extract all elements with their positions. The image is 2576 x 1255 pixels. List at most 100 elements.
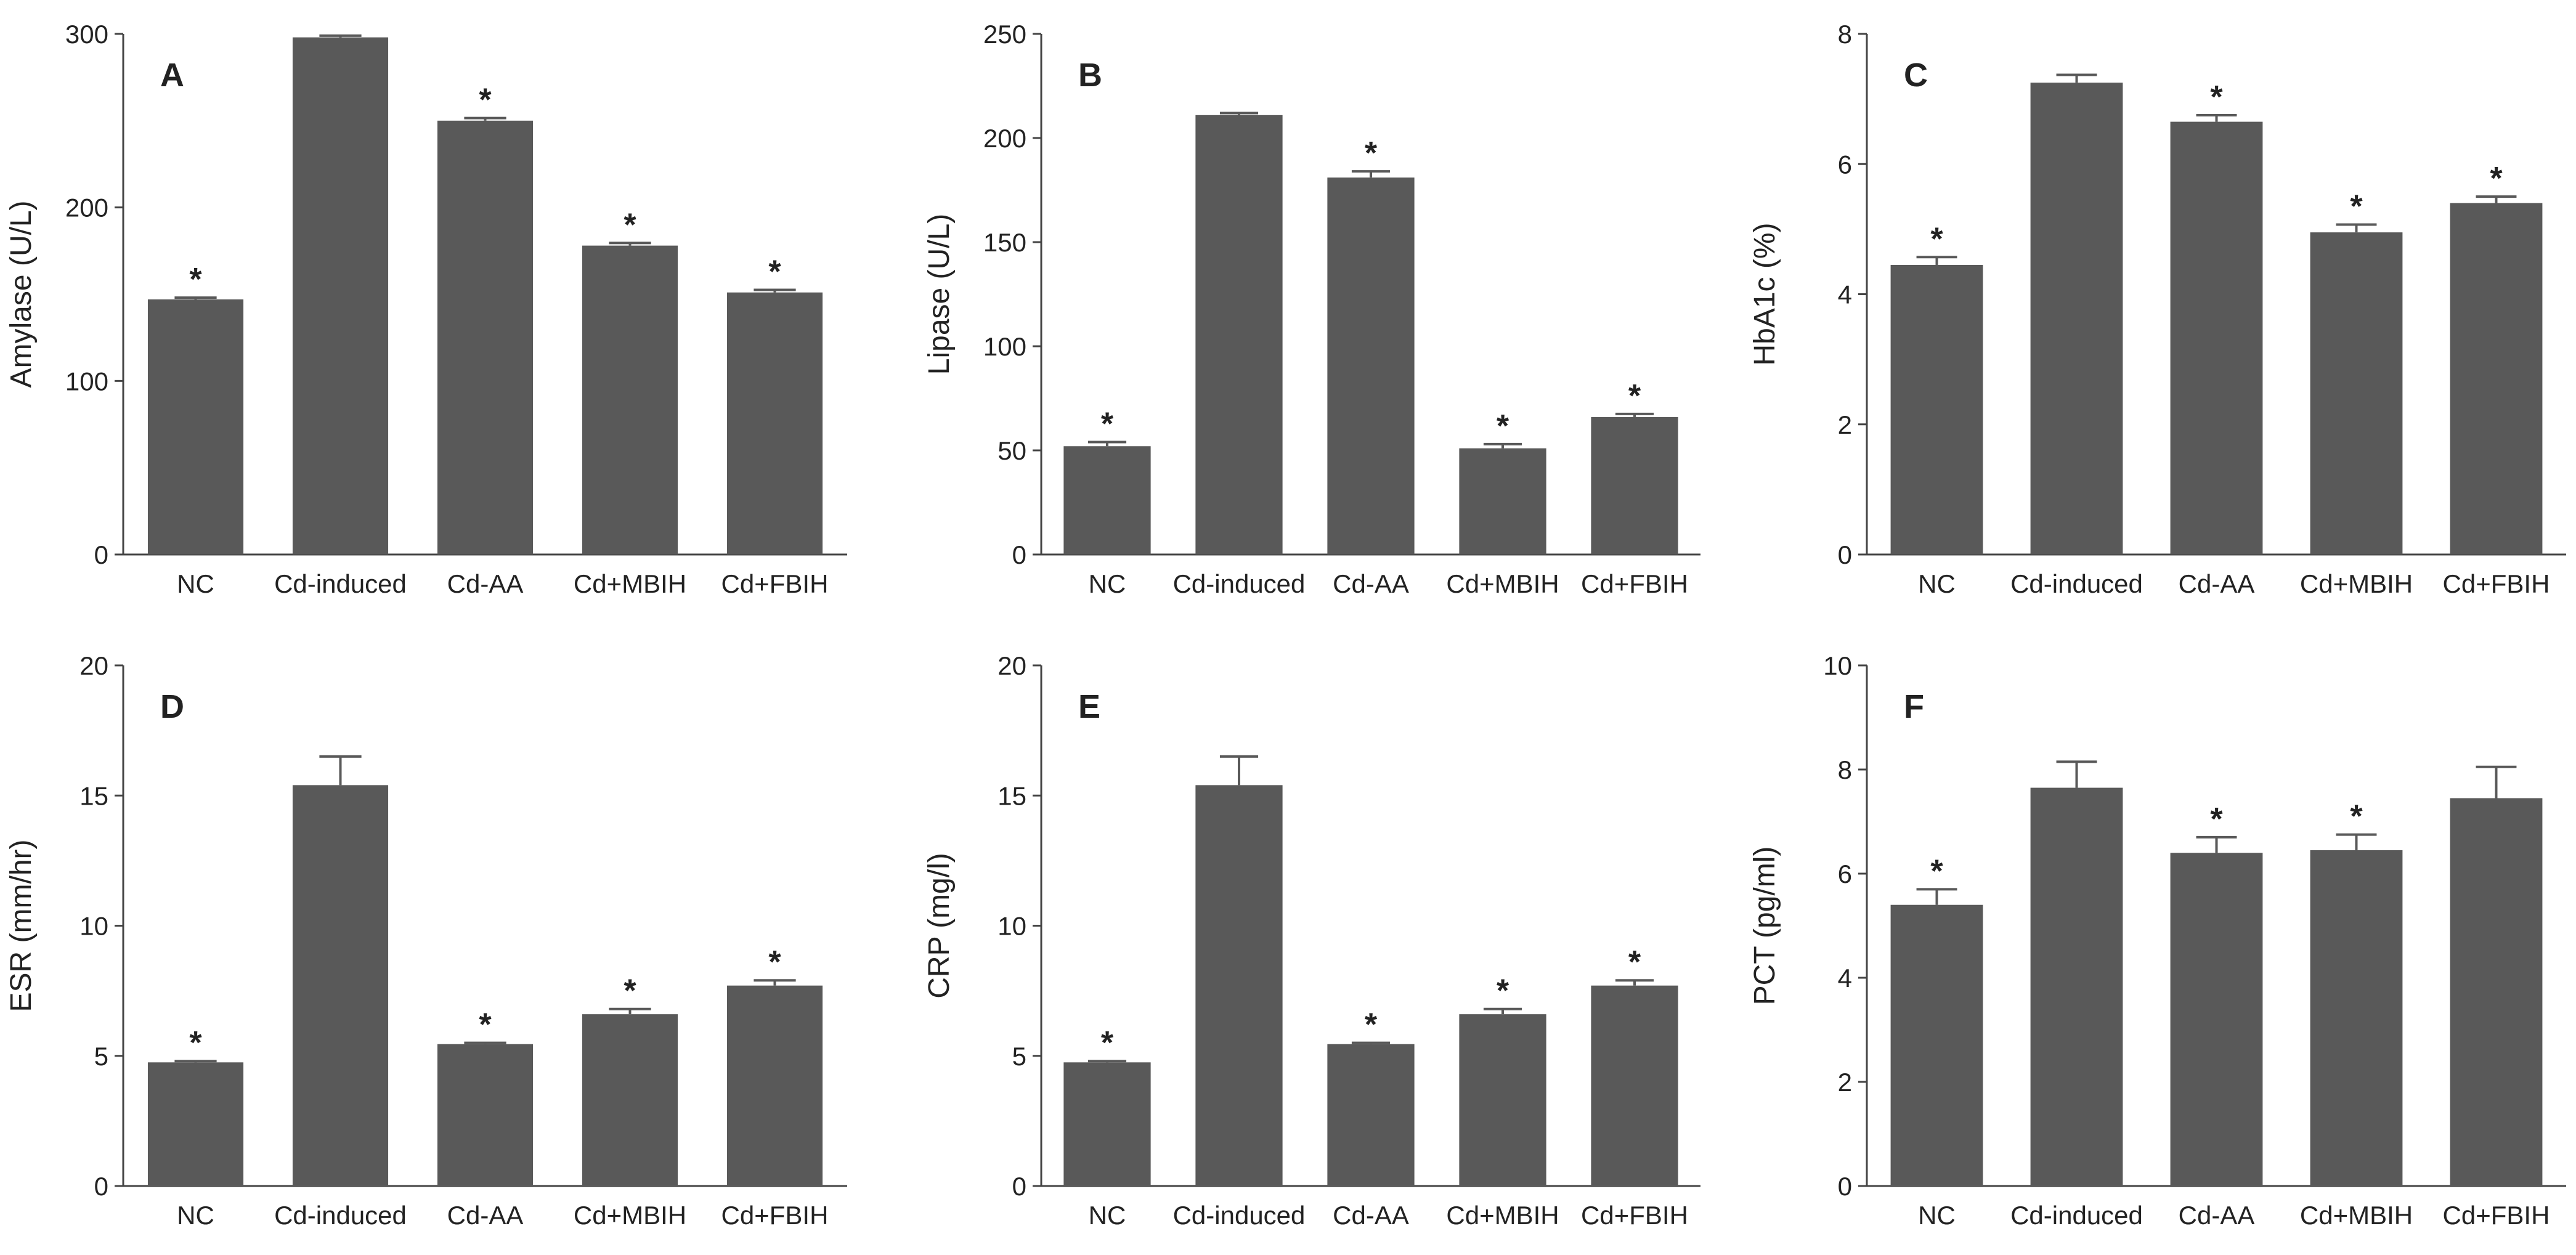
significance-star: * — [2350, 189, 2363, 224]
y-tick-label: 200 — [65, 193, 108, 222]
y-tick-label: 0 — [1012, 1172, 1026, 1201]
significance-star: * — [1930, 853, 1943, 889]
x-category-label: NC — [1918, 1201, 1956, 1230]
bar-nc — [1063, 1062, 1151, 1186]
significance-star: * — [189, 262, 202, 298]
x-category-label: Cd+FBIH — [721, 1201, 829, 1230]
y-tick-label: 0 — [1838, 1172, 1852, 1201]
chart-panel-c: 0 2 4 6 8 HbA1c (%) C * NC Cd-induced * Cd-AA * Cd+MB… — [1749, 20, 2566, 598]
y-tick-label: 20 — [79, 651, 108, 680]
y-tick-label: 200 — [983, 124, 1026, 153]
bar-cd-mbih — [1459, 1014, 1546, 1186]
panel-letter: F — [1904, 688, 1924, 725]
y-tick-label: 4 — [1838, 964, 1852, 993]
bar-nc — [1063, 446, 1151, 554]
significance-star: * — [624, 207, 636, 243]
y-tick-label: 6 — [1838, 150, 1852, 179]
significance-star: * — [1930, 221, 1943, 257]
x-category-label: NC — [1089, 569, 1126, 598]
significance-star: * — [1365, 1007, 1378, 1043]
y-tick-label: 50 — [997, 436, 1026, 465]
bar-cd-aa — [2170, 853, 2263, 1186]
significance-star: * — [1628, 378, 1641, 414]
x-category-label: Cd+MBIH — [574, 569, 686, 598]
significance-star: * — [1497, 973, 1509, 1009]
significance-star: * — [624, 973, 636, 1009]
significance-star: * — [768, 944, 781, 980]
x-category-label: Cd-AA — [447, 569, 524, 598]
panel-letter: B — [1078, 57, 1102, 94]
y-tick-label: 4 — [1838, 280, 1852, 309]
bar-cd-induced — [1195, 115, 1283, 554]
y-tick-label: 5 — [1012, 1042, 1026, 1071]
y-tick-label: 10 — [79, 912, 108, 941]
y-tick-label: 100 — [65, 367, 108, 396]
significance-star: * — [768, 254, 781, 290]
y-tick-label: 150 — [983, 228, 1026, 257]
chart-panel-d: 0 5 10 15 20 ESR (mm/hr) D * NC Cd-induced * Cd-AA *… — [5, 651, 847, 1230]
bar-cd-mbih — [582, 245, 678, 554]
y-tick-label: 8 — [1838, 755, 1852, 784]
significance-star: * — [2350, 799, 2363, 835]
significance-star: * — [1497, 408, 1509, 444]
x-category-label: Cd-AA — [2179, 569, 2255, 598]
bar-cd-mbih — [1459, 448, 1546, 554]
y-tick-label: 300 — [65, 20, 108, 49]
x-category-label: Cd-AA — [1333, 569, 1409, 598]
bar-cd-mbih — [2310, 850, 2403, 1186]
x-category-label: NC — [177, 569, 214, 598]
y-tick-label: 15 — [997, 781, 1026, 810]
panel-letter: D — [160, 688, 184, 725]
bar-cd-fbih — [2450, 798, 2543, 1186]
bar-cd-mbih — [2310, 232, 2403, 554]
bar-cd-aa — [1327, 1044, 1415, 1186]
x-category-label: Cd-AA — [447, 1201, 524, 1230]
bar-cd-aa — [437, 120, 534, 555]
significance-star: * — [1628, 944, 1641, 980]
x-category-label: Cd+FBIH — [1581, 1201, 1688, 1230]
y-tick-label: 0 — [94, 1172, 108, 1201]
significance-star: * — [479, 83, 492, 118]
significance-star: * — [189, 1025, 202, 1061]
bar-nc — [147, 1062, 244, 1186]
bar-cd-fbih — [726, 985, 823, 1186]
bar-cd-induced — [2030, 83, 2123, 554]
y-tick-label: 2 — [1838, 410, 1852, 439]
bar-cd-aa — [437, 1044, 534, 1186]
y-tick-label: 20 — [997, 651, 1026, 680]
bar-cd-fbih — [2450, 203, 2543, 554]
y-tick-label: 2 — [1838, 1068, 1852, 1097]
panel-letter: A — [160, 57, 184, 94]
y-axis-label: CRP (mg/l) — [923, 853, 956, 998]
significance-star: * — [2210, 79, 2223, 115]
significance-star: * — [1101, 406, 1114, 442]
y-tick-label: 10 — [997, 912, 1026, 941]
significance-star: * — [2210, 802, 2223, 837]
x-category-label: Cd-induced — [2010, 569, 2143, 598]
y-tick-label: 0 — [1838, 540, 1852, 569]
x-category-label: NC — [1918, 569, 1956, 598]
y-tick-label: 6 — [1838, 859, 1852, 888]
y-axis-label: HbA1c (%) — [1749, 222, 1781, 365]
chart-panel-f: 0 2 4 6 8 10 PCT (pg/ml) F * NC Cd-induced * Cd-AA * C… — [1749, 651, 2566, 1230]
x-category-label: Cd+FBIH — [721, 569, 829, 598]
bar-cd-fbih — [1591, 416, 1678, 554]
y-axis-label: Lipase (U/L) — [923, 214, 956, 375]
bar-nc — [1890, 264, 1983, 554]
y-tick-label: 8 — [1838, 20, 1852, 49]
x-category-label: Cd-induced — [274, 1201, 407, 1230]
bar-cd-induced — [292, 37, 389, 554]
y-tick-label: 10 — [1823, 651, 1852, 680]
chart-panel-b: 0 50 100 150 200 250 Lipase (U/L) B * NC Cd-induce… — [923, 20, 1700, 598]
bar-cd-induced — [1195, 785, 1283, 1186]
x-category-label: Cd+MBIH — [2300, 569, 2413, 598]
bar-nc — [147, 299, 244, 554]
significance-star: * — [479, 1007, 492, 1043]
x-category-label: Cd+MBIH — [574, 1201, 686, 1230]
y-axis-label: ESR (mm/hr) — [5, 840, 38, 1012]
x-category-label: Cd+FBIH — [2443, 569, 2550, 598]
y-tick-label: 250 — [983, 20, 1026, 49]
y-axis-label: Amylase (U/L) — [5, 200, 38, 388]
significance-star: * — [1365, 136, 1378, 171]
